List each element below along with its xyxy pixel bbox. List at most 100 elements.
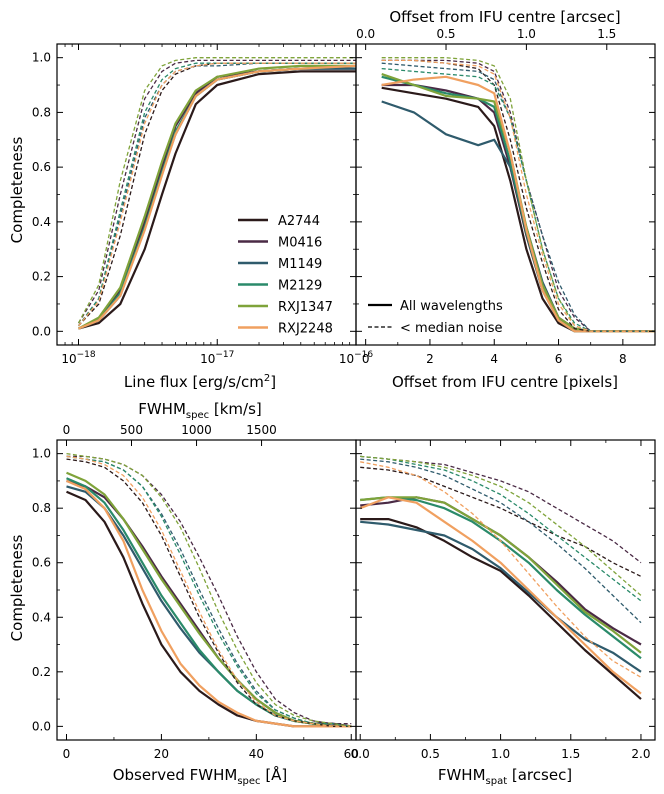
series-A2744-solid xyxy=(360,517,642,700)
tl-ylabel: Completeness xyxy=(8,136,26,243)
x-tick-label: 6 xyxy=(555,352,563,366)
series-A2744-dashed xyxy=(360,466,642,577)
br-xlabel-end: [arcsec] xyxy=(507,766,572,784)
tr-xlabel: Offset from IFU centre [pixels] xyxy=(392,373,618,391)
bl-xlabel-end: [Å] xyxy=(261,765,288,784)
series-RXJ2248-solid xyxy=(66,479,352,728)
bl-xlabel: Observed FWHMspec [Å] xyxy=(113,765,288,787)
series-RXJ1347-dashed xyxy=(66,452,352,728)
y-tick-label: 0.4 xyxy=(32,610,51,624)
tl-xlabel-sup: 2 xyxy=(264,373,270,384)
x-tick-label: 60 xyxy=(344,747,359,761)
x-tick-base: 10 xyxy=(200,352,215,366)
tl-xlabel-main: Line flux [erg/s/cm xyxy=(124,373,264,391)
legend-label-M2129: M2129 xyxy=(278,279,322,294)
y-tick-label: 0.8 xyxy=(32,105,51,119)
y-tick-label: 0.2 xyxy=(32,665,51,679)
legend-label-RXJ1347: RXJ1347 xyxy=(278,300,333,315)
x-tick-label: 10−16 xyxy=(339,350,374,366)
y-tick-label: 1.0 xyxy=(32,447,51,461)
series-A2744-solid xyxy=(381,86,655,333)
x-tick-label: 0 xyxy=(63,747,71,761)
legend-label-M1149: M1149 xyxy=(278,257,322,272)
br-xlabel-main: FWHM xyxy=(438,766,486,784)
x-tick-label: 2.0 xyxy=(631,747,650,761)
series-RXJ1347-solid xyxy=(360,496,642,654)
x-tick-label: 10−18 xyxy=(61,350,96,366)
tr-top-xlabel: Offset from IFU centre [arcsec] xyxy=(389,8,620,26)
series-RXJ2248-dashed xyxy=(77,62,356,327)
series-M2129-dashed xyxy=(66,455,352,728)
top-x-tick-label: 0.5 xyxy=(436,27,455,41)
y-tick-label: 1.0 xyxy=(32,51,51,65)
x-tick-label: 1.0 xyxy=(491,747,510,761)
panel-frame xyxy=(355,439,656,741)
x-tick-label: 10−17 xyxy=(200,350,234,366)
bl-top-xlabel-main: FWHM xyxy=(138,400,186,418)
x-tick-base: 10 xyxy=(61,352,76,366)
series-M2129-solid xyxy=(360,496,642,660)
bl-top-xlabel: FWHMspec [km/s] xyxy=(138,400,262,421)
series-RXJ2248-dashed xyxy=(360,461,642,678)
bl-top-xlabel-end: [km/s] xyxy=(209,400,262,418)
x-tick-label: 0 xyxy=(362,352,370,366)
tl-xlabel: Line flux [erg/s/cm2] xyxy=(124,373,276,391)
x-tick-label: 40 xyxy=(249,747,264,761)
legend-label-all-wavelengths: All wavelengths xyxy=(400,299,503,314)
x-tick-exp: −17 xyxy=(215,350,234,360)
x-tick-base: 10 xyxy=(339,352,354,366)
panel-bottom-left: 0.0 0.2 0.4 0.6 0.8 1.0 0 20 40 60 0 500 1000 1500 xyxy=(32,423,359,761)
series-RXJ1347-dashed xyxy=(360,455,642,596)
y-tick-label: 0.0 xyxy=(32,719,51,733)
series-A2744-solid xyxy=(78,70,356,330)
series-group xyxy=(66,452,352,728)
x-tick-label: 4 xyxy=(490,352,498,366)
top-x-tick-label: 1500 xyxy=(246,423,277,437)
series-RXJ1347-dashed xyxy=(77,57,356,324)
y-tick-label: 0.6 xyxy=(32,160,51,174)
x-tick-label: 0.0 xyxy=(351,747,370,761)
series-RXJ1347-solid xyxy=(77,64,356,330)
series-M2129-dashed xyxy=(360,455,642,602)
style-legend: All wavelengths < median noise xyxy=(368,299,503,336)
legend-label-median-noise: < median noise xyxy=(400,321,502,336)
bl-top-xlabel-sub: spec xyxy=(186,410,209,421)
series-RXJ2248-dashed xyxy=(381,59,655,332)
series-M1149-dashed xyxy=(360,458,642,624)
bl-ylabel: Completeness xyxy=(8,534,26,641)
series-group xyxy=(381,57,655,333)
series-M0416-dashed xyxy=(66,455,352,725)
x-tick-label: 20 xyxy=(154,747,169,761)
x-tick-exp: −16 xyxy=(354,350,373,360)
series-M0416-solid xyxy=(381,83,655,333)
top-x-tick-label: 1000 xyxy=(181,423,212,437)
series-group xyxy=(77,57,356,330)
y-tick-label: 0.6 xyxy=(32,556,51,570)
x-tick-label: 1.5 xyxy=(561,747,580,761)
x-tick-exp: −18 xyxy=(77,350,96,360)
bl-xlabel-main: Observed FWHM xyxy=(113,766,238,784)
br-xlabel: FWHMspat [arcsec] xyxy=(438,766,572,787)
series-M2129-dashed xyxy=(381,67,655,332)
legend-label-RXJ2248: RXJ2248 xyxy=(278,322,333,337)
top-x-tick-label: 500 xyxy=(120,423,143,437)
series-RXJ2248-solid xyxy=(359,496,642,695)
cluster-legend: A2744 M0416 M1149 M2129 RXJ1347 RXJ2248 xyxy=(238,214,333,337)
br-xlabel-sub: spat xyxy=(486,776,508,787)
y-tick-label: 0.8 xyxy=(32,501,51,515)
legend-label-M0416: M0416 xyxy=(278,236,322,251)
y-tick-label: 0.2 xyxy=(32,270,51,284)
x-tick-label: 2 xyxy=(426,352,434,366)
series-RXJ2248-solid xyxy=(381,75,655,333)
tl-xlabel-end: ] xyxy=(270,373,276,391)
series-M1149-solid xyxy=(360,520,642,673)
series-M0416-dashed xyxy=(381,59,655,332)
series-RXJ2248-dashed xyxy=(66,455,352,728)
x-tick-label: 8 xyxy=(619,352,627,366)
top-x-tick-label: 0 xyxy=(63,423,71,437)
top-x-tick-label: 0.0 xyxy=(356,27,375,41)
panel-bottom-right: 0.0 0.5 1.0 1.5 2.0 xyxy=(351,439,656,761)
panels: 0.00.20.40.60.81.010−18 10−17 10−16A2744M0… xyxy=(32,27,656,761)
panel-top-left: 0.00.20.40.60.81.010−18 10−17 10−16A2744M0… xyxy=(32,43,374,366)
